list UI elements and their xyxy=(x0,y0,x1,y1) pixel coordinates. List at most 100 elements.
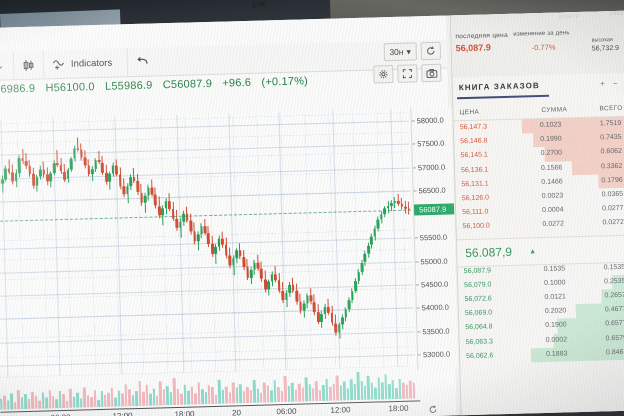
volume-bar xyxy=(24,394,28,410)
candle-body xyxy=(199,226,203,234)
candle-body xyxy=(28,166,32,174)
volume-bar xyxy=(346,388,350,401)
refresh-button[interactable] xyxy=(420,41,442,61)
volume-bar xyxy=(93,389,97,408)
volume-bar xyxy=(308,384,312,402)
undo-button[interactable] xyxy=(126,47,159,77)
volume-bar xyxy=(207,384,211,405)
volume-bar xyxy=(69,388,73,408)
volume-bar xyxy=(211,387,215,405)
price-axis-tick: 57000.0 xyxy=(412,162,453,172)
column-header-amount: СУММА xyxy=(541,106,568,115)
volume-bar xyxy=(100,390,104,408)
volume-bar xyxy=(221,390,225,404)
candle-body xyxy=(288,284,292,293)
volume-bar xyxy=(405,385,409,399)
ohlc-open: 56986.9 xyxy=(0,82,36,96)
volume-bar xyxy=(235,387,239,404)
plus-icon[interactable]: + xyxy=(600,79,606,89)
candle-body xyxy=(83,157,87,166)
tab-completed[interactable]: ЗАВЕРШЕН xyxy=(608,10,624,18)
candle-body xyxy=(309,295,313,302)
candle-body xyxy=(129,176,133,187)
row-total: 1.7519 xyxy=(599,119,622,128)
volume-bar xyxy=(107,393,111,407)
tab-trade[interactable]: КОНТР xyxy=(558,13,580,21)
row-price: 56,072.6 xyxy=(464,295,492,304)
candlestick-icon xyxy=(23,59,34,71)
indicators-button[interactable]: Indicators xyxy=(44,48,122,78)
current-price-badge: 56087.9 xyxy=(413,203,455,216)
ohlc-high: H56100.0 xyxy=(45,81,95,95)
volume-bar xyxy=(172,377,177,406)
row-amount: 0.1900 xyxy=(545,321,567,330)
volume-bar xyxy=(176,388,180,405)
volume-bar xyxy=(412,382,416,399)
volume-bar xyxy=(27,398,31,410)
time-axis-tick: 12:00 xyxy=(330,405,351,415)
candle-body xyxy=(274,274,277,281)
refresh-icon xyxy=(429,405,436,413)
price-axis[interactable]: 58000.0 57500.0 57000.0 56500.0 55500.0 55000… xyxy=(410,107,459,371)
volume-bar xyxy=(97,399,100,408)
chart-tool-row-2 xyxy=(373,63,442,84)
refresh-icon xyxy=(427,46,435,55)
candle-body xyxy=(38,169,42,177)
candle-body xyxy=(32,173,36,186)
volume-bar xyxy=(187,390,190,405)
candle-body xyxy=(122,186,126,195)
volume-bar xyxy=(45,397,48,409)
volume-bar xyxy=(82,386,86,408)
volume-bar xyxy=(356,372,360,401)
volume-bar xyxy=(395,387,398,400)
timeframe-dropdown[interactable]: 30н ▾ xyxy=(383,42,418,62)
candle-body xyxy=(363,253,367,263)
ohlc-low: L55986.9 xyxy=(104,79,153,93)
row-price: 56,111.0 xyxy=(462,208,489,217)
fullscreen-button[interactable] xyxy=(397,64,418,83)
row-price: 56,064.8 xyxy=(465,323,493,332)
bid-rows: 56,087.9 0.1535 0.1535 56,079.0 0.1000 0.2535… xyxy=(458,260,624,364)
volume-bar xyxy=(304,377,308,402)
interval-dropdown[interactable]: ⌄ xyxy=(0,51,15,80)
price-axis-tick: 55000.0 xyxy=(415,256,455,266)
volume-bar xyxy=(335,375,339,401)
day-high-value: 56,732.9 xyxy=(591,44,620,53)
volume-bar xyxy=(342,381,346,401)
volume-bar xyxy=(245,386,249,404)
row-total: 0.2535 xyxy=(603,277,624,286)
screenshot-button[interactable] xyxy=(421,63,442,83)
volume-bar xyxy=(363,385,367,400)
candle-body xyxy=(161,208,165,216)
volume-bar xyxy=(388,384,391,400)
ohlc-change-percent: (+0.17%) xyxy=(261,75,309,89)
volume-bar xyxy=(339,385,343,401)
row-amount: 0.1883 xyxy=(545,350,568,358)
volume-bar xyxy=(62,393,66,409)
volume-bar xyxy=(65,401,69,408)
axis-reset-button[interactable] xyxy=(422,402,442,416)
chart-type-button[interactable] xyxy=(13,50,45,80)
row-amount: 0.1023 xyxy=(539,121,562,130)
volume-bar xyxy=(322,385,326,402)
volume-bar xyxy=(290,382,294,402)
volume-bar xyxy=(238,384,242,404)
price-plot[interactable] xyxy=(0,108,416,378)
volume-bar xyxy=(315,380,319,402)
candle-body xyxy=(101,162,105,173)
settings-button[interactable] xyxy=(373,65,394,84)
row-total: 0.0277 xyxy=(602,204,624,213)
volume-bar xyxy=(266,385,270,403)
volume-bar xyxy=(142,392,145,406)
volume-bar xyxy=(17,390,21,410)
candle-body xyxy=(305,295,309,304)
time-axis-tick: 20 xyxy=(231,408,242,416)
orderbook-title: КНИГА ЗАКАЗОВ xyxy=(458,81,540,93)
minus-icon[interactable]: − xyxy=(612,78,618,89)
volume-bar xyxy=(183,384,187,405)
volume-bar xyxy=(311,388,315,402)
ohlc-close: C56087.9 xyxy=(162,77,213,92)
candle-body xyxy=(24,161,28,167)
candle-body xyxy=(386,206,390,209)
candle-body xyxy=(366,245,370,254)
